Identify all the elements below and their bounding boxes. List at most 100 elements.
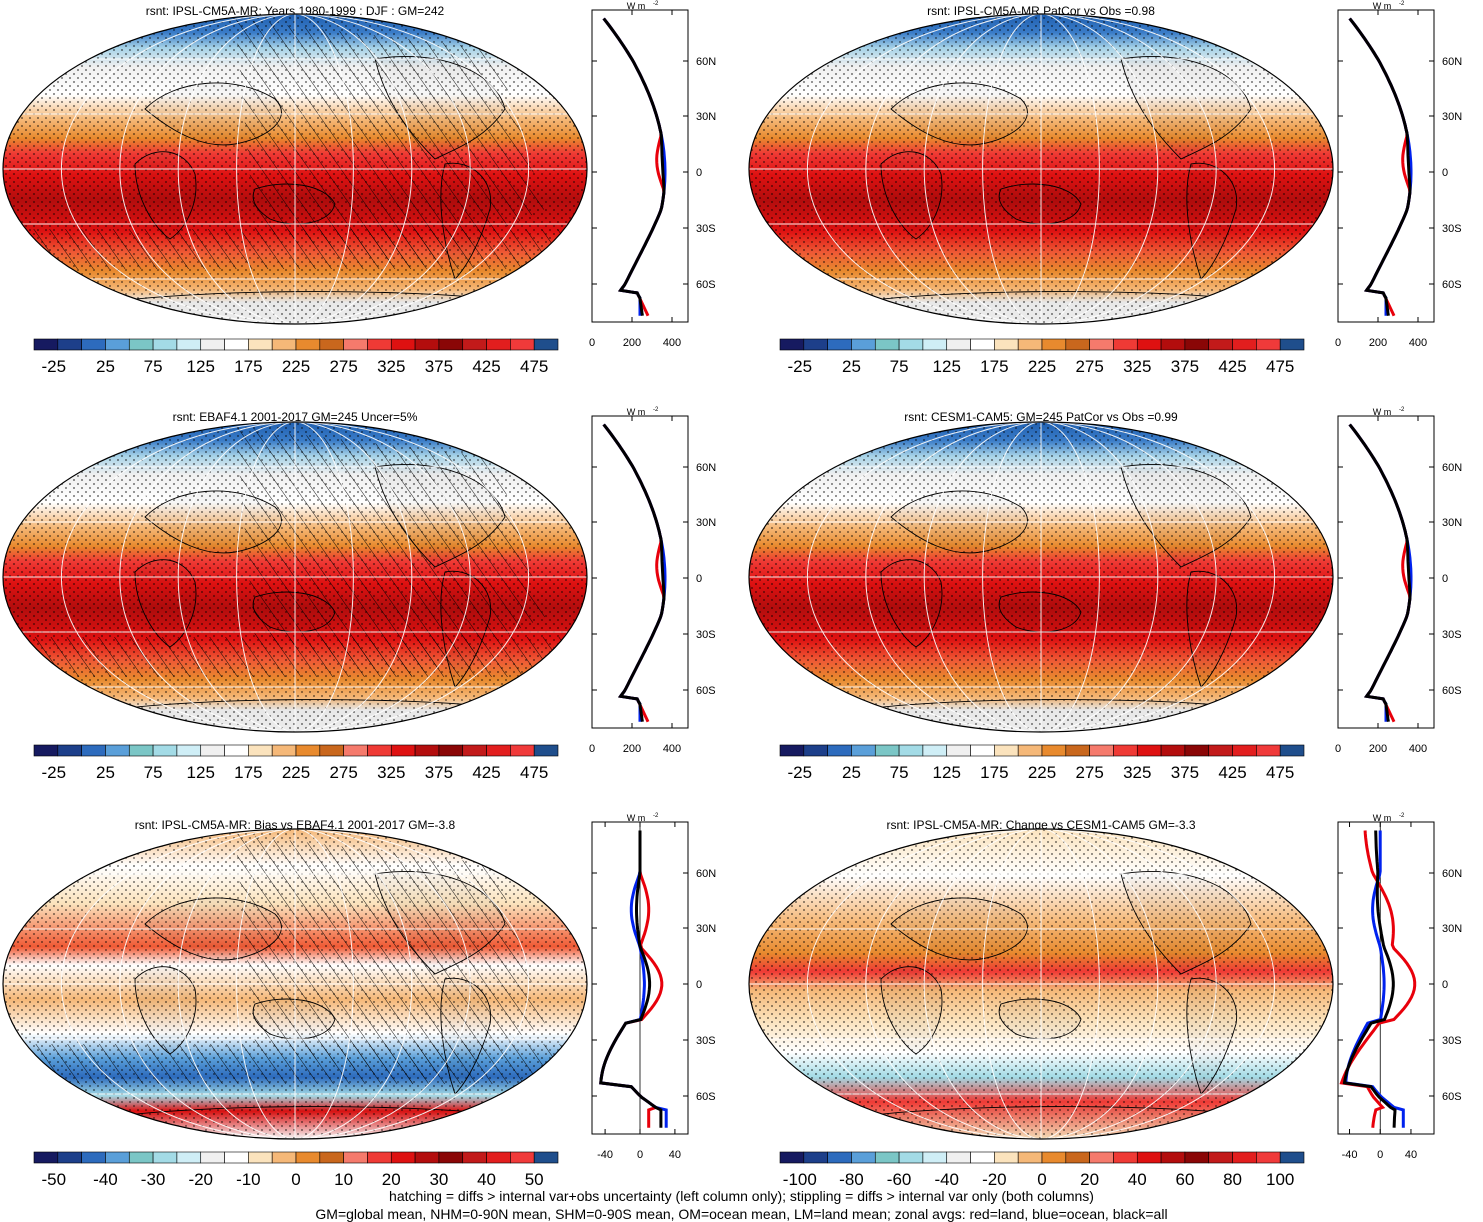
colorbar-tick-label: -50: [42, 1170, 67, 1189]
colorbar-swatch: [486, 744, 511, 757]
colorbar-swatch: [533, 1151, 559, 1164]
zonal-unit-label: W m: [627, 407, 646, 417]
zonal-unit-exponent: -2: [653, 813, 659, 819]
colorbar-swatch: [1017, 1151, 1043, 1164]
colorbar-swatch: [319, 338, 344, 351]
zonal-x-tick-label: 200: [1369, 743, 1387, 755]
colorbar-swatch: [1089, 1151, 1114, 1164]
graticule: [749, 422, 1333, 732]
colorbar-swatch: [319, 744, 344, 757]
colorbar-tick-label: -25: [788, 357, 813, 376]
colorbar-tick-label: 20: [382, 1170, 401, 1189]
colorbar-swatch: [462, 744, 487, 757]
zonal-frame: [591, 415, 689, 729]
map: [2, 828, 588, 1140]
colorbar-swatch: [994, 744, 1019, 757]
zonal-x-tick-label: 0: [1335, 337, 1341, 349]
colorbar-swatch: [152, 744, 178, 757]
colorbar-swatch: [200, 1151, 225, 1164]
zonal-unit-exponent: -2: [653, 1, 659, 7]
colorbar-swatch: [33, 338, 59, 351]
colorbar-tick-label: 425: [472, 763, 500, 782]
colorbar-tick-label: 10: [334, 1170, 353, 1189]
colorbar-swatch: [438, 338, 464, 351]
colorbar-swatch: [1136, 744, 1162, 757]
zonal-unit-label: W m: [1373, 407, 1392, 417]
colorbar-swatch: [874, 744, 900, 757]
colorbar-swatch: [367, 744, 392, 757]
colorbar-tick-label: 425: [472, 357, 500, 376]
zonal-lat-label: 0: [696, 979, 702, 991]
colorbar: -25 25 75 125 175 225 275 325 375 425 475: [33, 744, 559, 782]
colorbar: -25 25 75 125 175 225 275 325 375 425 475: [779, 338, 1305, 376]
zonal-unit-label: W m: [1373, 813, 1392, 823]
colorbar-swatch: [1184, 744, 1210, 757]
colorbar-tick-label: -40: [93, 1170, 118, 1189]
colorbar-tick-label: -60: [887, 1170, 912, 1189]
colorbar-swatch: [1256, 338, 1281, 351]
panel-c: rsnt: EBAF4.1 2001-2017 GM=245 Uncer=5% -…: [2, 407, 716, 782]
colorbar-tick-label: -10: [236, 1170, 261, 1189]
colorbar-swatch: [486, 1151, 511, 1164]
colorbar-tick-label: 225: [282, 763, 310, 782]
colorbar-swatch: [510, 1151, 535, 1164]
colorbar-swatch: [1232, 744, 1257, 757]
zonal-x-tick-label: 0: [589, 337, 595, 349]
zonal-all-line: [602, 17, 666, 316]
zonal-lat-label: 30N: [1442, 517, 1462, 529]
colorbar-swatch: [1113, 1151, 1138, 1164]
colorbar-swatch: [271, 1151, 297, 1164]
zonal-lat-label: 30N: [696, 923, 716, 935]
colorbar-swatch: [105, 744, 130, 757]
colorbar-tick-label: 75: [890, 357, 909, 376]
colorbar-tick-label: 375: [1171, 763, 1199, 782]
colorbar-swatch: [224, 744, 249, 757]
panel-e: rsnt: IPSL-CM5A-MR: Bias vs EBAF4.1 2001…: [2, 813, 716, 1189]
zonal-x-tick-label: 40: [1405, 1149, 1417, 1161]
graticule: [749, 829, 1333, 1139]
colorbar-swatch: [390, 744, 416, 757]
colorbar-tick-label: -25: [42, 763, 67, 782]
colorbar-tick-label: 25: [96, 763, 115, 782]
colorbar-swatch: [779, 744, 805, 757]
colorbar-swatch: [1089, 744, 1114, 757]
panel-b: rsnt: IPSL-CM5A-MR PatCor vs Obs =0.98 -2…: [748, 1, 1462, 376]
zonal-lat-label: 30N: [1442, 111, 1462, 123]
graticule: [3, 14, 587, 324]
colorbar-swatch: [176, 1151, 202, 1164]
zonal-lat-label: 60S: [1442, 685, 1462, 697]
colorbar-swatch: [486, 338, 511, 351]
colorbar-tick-label: -30: [141, 1170, 166, 1189]
colorbar-swatch: [851, 338, 876, 351]
zonal-lat-label: 30S: [1442, 1035, 1462, 1047]
colorbar-swatch: [1041, 1151, 1067, 1164]
colorbar-swatch: [1279, 1151, 1305, 1164]
zonal-lat-label: 0: [1442, 167, 1448, 179]
zonal-lat-label: 0: [696, 167, 702, 179]
colorbar-swatch: [1256, 1151, 1281, 1164]
colorbar-swatch: [1208, 1151, 1233, 1164]
zonal-x-tick-label: 0: [637, 1149, 643, 1161]
colorbar-swatch: [152, 338, 178, 351]
colorbar-tick-label: 225: [1028, 357, 1056, 376]
colorbar-swatch: [128, 744, 154, 757]
graticule: [749, 14, 1333, 324]
colorbar-swatch: [922, 338, 948, 351]
colorbar-tick-label: 275: [329, 763, 357, 782]
colorbar-swatch: [510, 338, 535, 351]
colorbar-tick-label: 30: [429, 1170, 448, 1189]
map: [2, 421, 588, 733]
colorbar-swatch: [57, 744, 82, 757]
colorbar-tick-label: -40: [934, 1170, 959, 1189]
panel-title: rsnt: IPSL-CM5A-MR: Bias vs EBAF4.1 2001…: [135, 818, 456, 832]
zonal-all-line: [1348, 423, 1412, 722]
colorbar-tick-label: 25: [842, 763, 861, 782]
zonal-unit-label: W m: [627, 1, 646, 11]
colorbar-tick-label: 75: [144, 763, 163, 782]
zonal-all-line: [602, 423, 666, 722]
colorbar-tick-label: 325: [377, 763, 405, 782]
colorbar-swatch: [105, 1151, 130, 1164]
colorbar-swatch: [994, 338, 1019, 351]
colorbar-swatch: [1160, 338, 1186, 351]
colorbar-swatch: [248, 1151, 273, 1164]
